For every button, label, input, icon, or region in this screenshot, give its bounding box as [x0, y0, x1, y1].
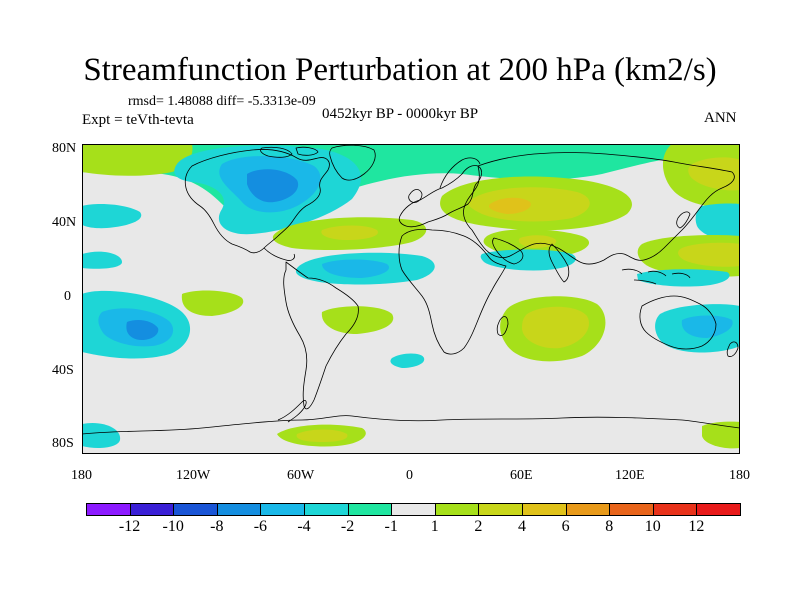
- map-panel: [81, 144, 741, 454]
- period-label: 0452kyr BP - 0000kyr BP: [322, 106, 479, 122]
- coastlines: [81, 144, 741, 435]
- colorbar-label: 4: [518, 518, 526, 535]
- coast-new-zealand: [726, 341, 739, 357]
- contour-negative-sw-corner: [82, 422, 121, 448]
- coast-asia: [463, 152, 735, 265]
- coast-gulf: [263, 247, 295, 261]
- lon-tick-120e: 120E: [615, 468, 645, 483]
- colorbar-swatch: [347, 503, 393, 516]
- colorbar-swatch: [216, 503, 262, 516]
- colorbar-label: -2: [340, 518, 355, 535]
- colorbar-swatch: [86, 503, 131, 516]
- contour-negative-equator: [82, 251, 122, 269]
- coast-australia: [639, 295, 717, 350]
- lat-tick-40n: 40N: [52, 215, 77, 230]
- coast-se-asia-islands: [621, 268, 691, 285]
- lon-tick-0: 0: [406, 468, 413, 483]
- lon-tick-60e: 60E: [510, 468, 533, 483]
- colorbar-swatch: [522, 503, 567, 516]
- contour-positive-asia25n-core: [518, 235, 557, 248]
- contour-positive-wpac-core: [678, 242, 740, 267]
- map-svg: [81, 144, 741, 454]
- coast-greenland: [329, 144, 376, 181]
- coast-antarctic-peninsula: [277, 400, 307, 423]
- lat-tick-80n: 80N: [52, 141, 77, 156]
- coast-arabia: [492, 237, 524, 265]
- colorbar-label: -1: [384, 518, 398, 535]
- lat-tick-0: 0: [64, 289, 71, 304]
- colorbar-label: 2: [474, 518, 483, 535]
- contour-negative-westpac-eq: [637, 269, 730, 287]
- contour-positive-s-atl: [321, 306, 394, 334]
- contour-positive-s-pac1: [181, 290, 244, 316]
- lon-tick-180w: 180: [71, 468, 92, 483]
- colorbar-swatch: [434, 503, 480, 516]
- coast-antarctica: [81, 415, 741, 435]
- colorbar-swatch: [304, 503, 349, 516]
- contour-positive-s-indian-core: [522, 306, 589, 349]
- colorbar-swatch: [696, 503, 741, 516]
- season-label: ANN: [704, 110, 737, 126]
- contour-fills: [82, 144, 740, 449]
- coast-scandinavia: [439, 157, 481, 189]
- colorbar-label: 8: [605, 518, 614, 535]
- colorbar-swatch: [478, 503, 523, 516]
- colorbar-label: 10: [644, 518, 661, 535]
- colorbar-label: -8: [210, 518, 224, 535]
- colorbar-label: 1: [430, 518, 439, 535]
- map-frame: [82, 144, 740, 454]
- contour-negative-epac-s-mid: [681, 315, 733, 338]
- contour-negative-eqpac-mid: [322, 259, 390, 278]
- colorbar-label: 12: [688, 518, 705, 535]
- lat-tick-40s: 40S: [52, 363, 74, 378]
- colorbar-label: 6: [561, 518, 570, 535]
- colorbar-swatch: [391, 503, 436, 516]
- contour-negative-na-core: [247, 169, 299, 203]
- rmsd-stats: rmsd= 1.48088 diff= -5.3313e-09: [128, 94, 316, 109]
- colorbar-swatch: [565, 503, 611, 516]
- lon-tick-180e: 180: [729, 468, 750, 483]
- coast-africa: [398, 228, 507, 355]
- contour-positive-ne-core: [688, 157, 740, 191]
- coast-british-isles: [408, 189, 423, 203]
- coast-madagascar: [496, 316, 509, 336]
- colorbar-label: -4: [297, 518, 311, 535]
- contour-positive-antarctic-core: [296, 429, 348, 442]
- colorbar-swatch: [652, 503, 698, 516]
- contour-negative-ep40n: [695, 203, 740, 241]
- colorbar-swatch: [260, 503, 305, 516]
- coast-south-america: [283, 261, 359, 410]
- coast-india: [548, 243, 570, 283]
- lon-tick-120w: 120W: [176, 468, 211, 483]
- coast-north-america: [184, 149, 330, 254]
- coast-arctic-islands: [260, 146, 319, 158]
- coast-japan: [676, 211, 691, 229]
- contour-negative-s-atl-small: [390, 353, 425, 368]
- contour-positive-nw-core: [82, 148, 165, 170]
- colorbar-swatch: [173, 503, 218, 516]
- contour-negative-spac-core: [126, 320, 159, 340]
- plot-title: Streamfunction Perturbation at 200 hPa (…: [83, 52, 717, 88]
- colorbar-label: -10: [162, 518, 184, 535]
- colorbar-label: -6: [253, 518, 268, 535]
- contour-positive-eurasia-core: [488, 197, 531, 214]
- coast-europe: [398, 165, 482, 228]
- colorbar-swatch: [129, 503, 175, 516]
- contour-negative-wp40n: [82, 204, 142, 229]
- contour-positive-atlantic-core: [321, 225, 378, 240]
- experiment-label: Expt = teVth-tevta: [82, 112, 194, 128]
- lat-tick-80s: 80S: [52, 436, 74, 451]
- contour-positive-se-corner: [702, 421, 740, 449]
- map-background: [82, 144, 740, 454]
- lon-tick-60w: 60W: [287, 468, 315, 483]
- colorbar-label: -12: [118, 518, 141, 535]
- colorbar-swatch: [609, 503, 654, 516]
